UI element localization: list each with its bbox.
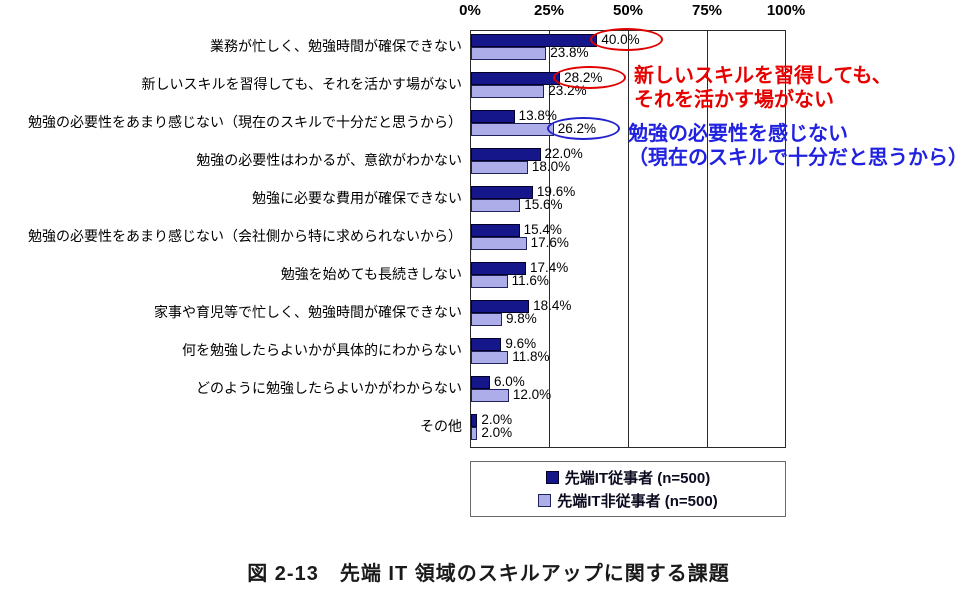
legend-swatch-light-icon [538, 494, 552, 507]
value-label: 9.6% [505, 336, 537, 351]
legend-swatch-dark-icon [545, 471, 559, 484]
value-label: 18.0% [531, 159, 571, 174]
value-label: 17.4% [529, 260, 569, 275]
category-label: どのように勉強したらよいかがわからない [196, 380, 462, 396]
bar-advanced-it [471, 110, 515, 123]
category-label: 勉強の必要性をあまり感じない（現在のスキルで十分だと思うから） [28, 114, 462, 130]
bar-advanced-it [471, 186, 533, 199]
value-label: 18.4% [533, 298, 572, 313]
bar-advanced-it [471, 34, 598, 47]
callout-red: 新しいスキルを習得しても、 それを活かす場がない [634, 64, 892, 112]
x-tick-label: 25% [533, 2, 565, 19]
bar-non-advanced-it [471, 47, 547, 60]
gridline [707, 31, 708, 447]
bar-non-advanced-it [471, 351, 509, 364]
x-tick-label: 75% [691, 2, 723, 19]
value-label: 9.8% [505, 311, 537, 326]
bar-non-advanced-it [471, 313, 502, 326]
legend: 先端IT従事者 (n=500) 先端IT非従事者 (n=500) [470, 461, 786, 517]
x-tick-label: 100% [766, 2, 806, 19]
value-label: 40.0% [601, 32, 640, 47]
value-label: 19.6% [536, 184, 576, 199]
bar-non-advanced-it [471, 275, 508, 288]
x-tick-label: 0% [459, 2, 481, 19]
bar-non-advanced-it [471, 389, 509, 402]
bar-non-advanced-it [471, 427, 478, 440]
category-label: 新しいスキルを習得しても、それを活かす場がない [141, 76, 462, 92]
bar-advanced-it [471, 414, 478, 427]
value-label: 11.6% [511, 273, 549, 288]
bar-non-advanced-it [471, 237, 527, 250]
category-label: 勉強を始めても長続きしない [280, 266, 462, 282]
value-label: 11.8% [512, 349, 550, 364]
callout-blue-line2: （現在のスキルで十分だと思うから） [628, 147, 968, 169]
legend-item-non-advanced-it-workers: 先端IT非従事者 (n=500) [538, 490, 718, 511]
legend-label: 先端IT従事者 (n=500) [564, 470, 711, 487]
legend-item-advanced-it-workers: 先端IT従事者 (n=500) [545, 467, 711, 488]
bar-advanced-it [471, 338, 502, 351]
bar-non-advanced-it [471, 123, 554, 136]
value-label: 28.2% [564, 70, 603, 85]
bar-advanced-it [471, 224, 520, 237]
bar-non-advanced-it [471, 199, 521, 212]
category-label: その他 [420, 418, 462, 434]
callout-red-line2: それを活かす場がない [634, 89, 834, 111]
callout-blue: 勉強の必要性を感じない （現在のスキルで十分だと思うから） [628, 122, 968, 170]
category-label: 勉強の必要性をあまり感じない（会社側から特に求められないから） [28, 228, 462, 244]
bar-advanced-it [471, 262, 526, 275]
bar-advanced-it [471, 376, 490, 389]
figure-caption: 図 2-13 先端 IT 領域のスキルアップに関する課題 [247, 563, 730, 585]
bar-non-advanced-it [471, 85, 545, 98]
plot-area [470, 30, 786, 448]
legend-label: 先端IT非従事者 (n=500) [557, 493, 718, 510]
bar-advanced-it [471, 148, 541, 161]
value-label: 12.0% [512, 387, 552, 402]
value-label: 26.2% [557, 121, 597, 136]
value-label: 22.0% [544, 146, 583, 161]
gridline [549, 31, 550, 447]
bar-non-advanced-it [471, 161, 528, 174]
value-label: 15.6% [524, 197, 563, 212]
value-label: 17.6% [530, 235, 569, 250]
x-axis: 0% 25% 50% 75% 100% [459, 2, 805, 24]
value-label: 13.8% [518, 108, 557, 123]
category-label: 勉強の必要性はわかるが、意欲がわかない [196, 152, 462, 168]
category-label: 何を勉強したらよいかが具体的にわからない [182, 342, 462, 358]
bar-advanced-it [471, 300, 530, 313]
category-label: 業務が忙しく、勉強時間が確保できない [210, 38, 462, 54]
category-label: 勉強に必要な費用が確保できない [252, 190, 462, 206]
value-label: 23.2% [548, 83, 587, 98]
value-label: 2.0% [481, 412, 513, 427]
callout-blue-line1: 勉強の必要性を感じない [628, 123, 848, 145]
gridline [628, 31, 629, 447]
value-label: 2.0% [481, 425, 513, 440]
value-label: 23.8% [550, 45, 589, 60]
value-label: 15.4% [523, 222, 562, 237]
x-tick-label: 50% [612, 2, 644, 19]
callout-red-line1: 新しいスキルを習得しても、 [634, 65, 892, 87]
category-label: 家事や育児等で忙しく、勉強時間が確保できない [154, 304, 462, 320]
value-label: 6.0% [493, 374, 525, 389]
bar-advanced-it [471, 72, 561, 85]
